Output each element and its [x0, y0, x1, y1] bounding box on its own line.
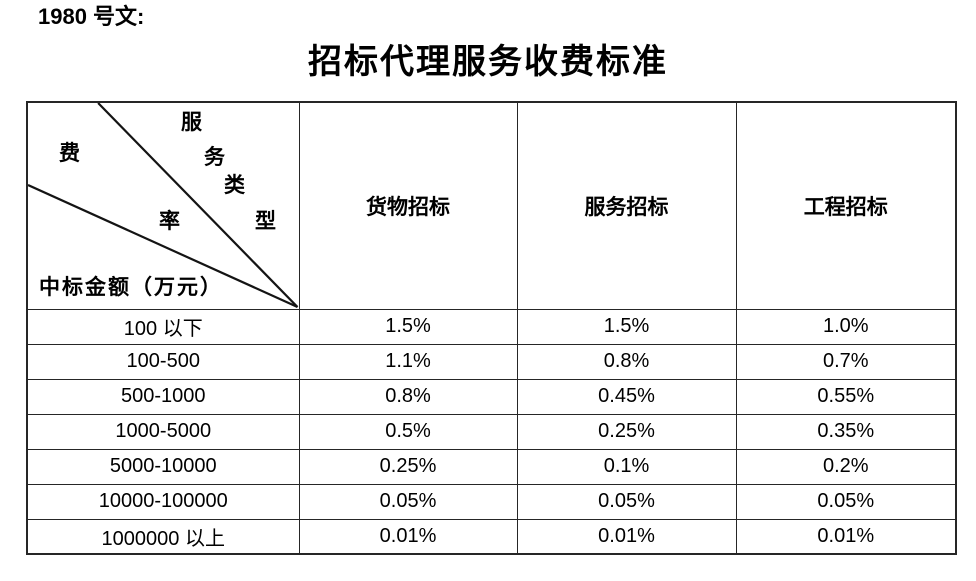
amount-range-cell: 100-500	[26, 343, 300, 380]
fee-cell: 1.0%	[735, 308, 957, 345]
amount-range-cell: 500-1000	[26, 378, 300, 415]
page-title: 招标代理服务收费标准	[308, 44, 668, 81]
table-row: 10000-100000 0.05% 0.05% 0.05%	[26, 483, 957, 520]
fee-cell: 0.8%	[298, 378, 518, 415]
amount-range-cell: 10000-100000	[26, 483, 300, 520]
fee-cell: 0.05%	[298, 483, 518, 520]
column-header-service: 服务招标	[516, 101, 737, 310]
service-type-char: 类	[224, 173, 245, 198]
service-type-char: 型	[255, 209, 276, 234]
fee-rate-char: 率	[159, 209, 180, 234]
amount-range-cell: 5000-10000	[26, 448, 300, 485]
fee-cell: 1.5%	[516, 308, 737, 345]
service-type-char: 务	[204, 145, 225, 170]
column-header-engineering: 工程招标	[735, 101, 957, 310]
fee-cell: 0.5%	[298, 413, 518, 450]
fee-rate-char: 费	[59, 141, 80, 166]
fee-cell: 1.1%	[298, 343, 518, 380]
fee-cell: 1.5%	[298, 308, 518, 345]
fee-cell: 0.7%	[735, 343, 957, 380]
fee-cell: 0.25%	[516, 413, 737, 450]
table-row: 1000-5000 0.5% 0.25% 0.35%	[26, 413, 957, 450]
fee-cell: 0.8%	[516, 343, 737, 380]
fee-cell: 0.01%	[298, 518, 518, 555]
amount-range-cell: 1000-5000	[26, 413, 300, 450]
table-row: 100-500 1.1% 0.8% 0.7%	[26, 343, 957, 380]
fee-cell: 0.05%	[516, 483, 737, 520]
table-row: 500-1000 0.8% 0.45% 0.55%	[26, 378, 957, 415]
fee-cell: 0.2%	[735, 448, 957, 485]
fee-cell: 0.45%	[516, 378, 737, 415]
column-header-goods: 货物招标	[298, 101, 518, 310]
fee-cell: 0.01%	[516, 518, 737, 555]
doc-number-label: 1980 号文:	[38, 4, 145, 29]
amount-axis-label: 中标金额（万元）	[39, 275, 223, 300]
table-header-row: 服 务 类 型 费 率 中标金额（万元） 货物招标 服务招标 工程招标	[26, 101, 957, 310]
table-row: 100 以下 1.5% 1.5% 1.0%	[26, 308, 957, 345]
corner-header-cell: 服 务 类 型 费 率 中标金额（万元）	[26, 101, 300, 310]
fee-cell: 0.25%	[298, 448, 518, 485]
diagonal-lines	[28, 103, 298, 308]
amount-range-cell: 100 以下	[26, 308, 300, 345]
diagonal-split-header: 服 务 类 型 费 率 中标金额（万元）	[28, 103, 298, 308]
table-row: 1000000 以上 0.01% 0.01% 0.01%	[26, 518, 957, 555]
amount-range-cell: 1000000 以上	[26, 518, 300, 555]
fee-cell: 0.35%	[735, 413, 957, 450]
fee-cell: 0.55%	[735, 378, 957, 415]
fee-cell: 0.1%	[516, 448, 737, 485]
fee-cell: 0.01%	[735, 518, 957, 555]
fee-cell: 0.05%	[735, 483, 957, 520]
table-row: 5000-10000 0.25% 0.1% 0.2%	[26, 448, 957, 485]
fee-standard-table: 服 务 类 型 费 率 中标金额（万元） 货物招标 服务招标 工程招标 100 …	[26, 101, 957, 555]
service-type-char: 服	[181, 110, 202, 135]
